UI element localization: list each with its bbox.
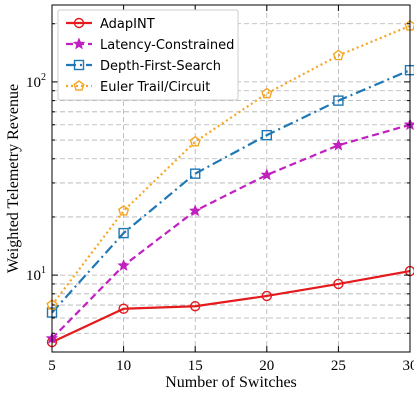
data-point [261, 290, 272, 302]
grid [51, 5, 411, 353]
x-axis-label: Number of Switches [165, 374, 297, 391]
data-point [118, 227, 129, 239]
data-point [118, 205, 130, 216]
legend-marker [73, 80, 85, 91]
data-point [261, 129, 272, 141]
y-tick-label: 102 [26, 72, 46, 91]
legend-label: AdapINT [100, 17, 155, 32]
legend: AdapINT Latency-Constrained Depth-First-Se… [57, 9, 239, 101]
x-tick-label: 5 [48, 358, 56, 374]
data-point [189, 135, 201, 147]
legend-marker [73, 17, 85, 29]
data-point [332, 49, 344, 61]
series-line-0 [51, 269, 411, 344]
legend-label: Latency-Constrained [100, 38, 234, 53]
data-point [333, 95, 344, 106]
data-point [403, 118, 414, 131]
x-tick-label: 15 [188, 358, 203, 374]
plot-frame [51, 4, 411, 353]
data-point [333, 278, 344, 290]
data-point [188, 204, 202, 217]
x-tick-label: 10 [116, 358, 131, 374]
data-point [118, 303, 129, 314]
series-lines [51, 24, 411, 344]
data-point [189, 301, 201, 312]
legend-label: Euler Trail/Circuit [100, 80, 210, 95]
tick-labels: 5 10 15 20 25 30 101 102 [26, 72, 414, 374]
legend-marker [73, 59, 85, 71]
series-line-1 [51, 123, 411, 340]
y-axis-label: Weighted Telemetry Revenue [5, 84, 22, 273]
data-point [189, 168, 201, 179]
legend-label: Depth-First-Search [100, 59, 221, 74]
legend-box [57, 9, 239, 101]
data-point [332, 138, 345, 151]
data-point [260, 168, 274, 181]
series-line-2 [51, 69, 411, 314]
legend-marker [72, 37, 86, 50]
series-line-3 [51, 24, 411, 306]
x-tick-label: 30 [403, 358, 414, 374]
x-tick-label: 20 [259, 358, 274, 374]
x-tick-label: 25 [331, 358, 346, 374]
y-tick-label: 101 [26, 265, 46, 284]
data-point [261, 87, 273, 99]
data-point [117, 259, 130, 271]
